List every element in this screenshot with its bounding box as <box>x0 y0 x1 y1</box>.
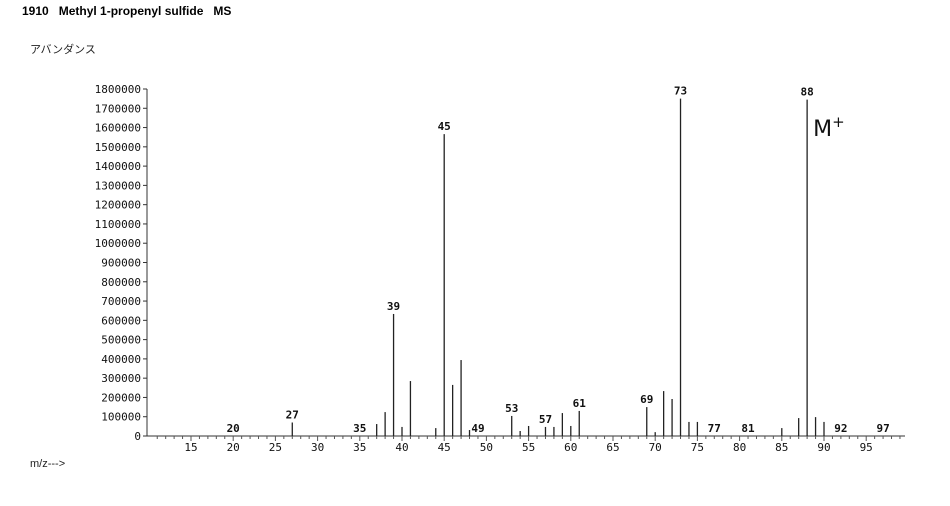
x-tick-label: 80 <box>733 441 746 454</box>
peak-label-81: 81 <box>741 422 755 435</box>
y-tick-label: 1800000 <box>95 83 141 96</box>
peak-label-45: 45 <box>438 120 451 133</box>
y-tick-label: 0 <box>134 430 141 443</box>
peak-label-69: 69 <box>640 393 653 406</box>
peak-label-61: 61 <box>573 397 587 410</box>
x-tick-label: 30 <box>311 441 324 454</box>
peak-label-27: 27 <box>286 409 299 422</box>
y-tick-label: 1000000 <box>95 237 141 250</box>
x-tick-label: 85 <box>775 441 788 454</box>
y-tick-label: 500000 <box>101 334 141 347</box>
peak-label-39: 39 <box>387 300 400 313</box>
y-tick-label: 600000 <box>101 314 141 327</box>
x-tick-label: 35 <box>353 441 366 454</box>
y-tick-label: 400000 <box>101 353 141 366</box>
y-tick-label: 1500000 <box>95 141 141 154</box>
x-tick-label: 95 <box>860 441 873 454</box>
peak-label-92: 92 <box>834 422 847 435</box>
x-tick-label: 20 <box>227 441 240 454</box>
y-tick-label: 1600000 <box>95 122 141 135</box>
peak-label-20: 20 <box>227 422 240 435</box>
peak-label-97: 97 <box>876 422 889 435</box>
y-tick-label: 1100000 <box>95 218 141 231</box>
chart-title: 1910 Methyl 1-propenyl sulfide MS <box>22 4 232 18</box>
x-tick-label: 55 <box>522 441 535 454</box>
y-tick-label: 100000 <box>101 411 141 424</box>
peak-label-53: 53 <box>505 402 518 415</box>
y-tick-label: 1300000 <box>95 179 141 192</box>
x-tick-label: 50 <box>480 441 493 454</box>
peak-label-88: 88 <box>800 86 813 99</box>
peak-label-35: 35 <box>353 422 366 435</box>
y-tick-label: 300000 <box>101 372 141 385</box>
peak-label-77: 77 <box>708 422 721 435</box>
x-tick-label: 90 <box>817 441 830 454</box>
y-axis-label: アバンダンス <box>30 44 96 56</box>
x-tick-label: 60 <box>564 441 577 454</box>
peak-label-49: 49 <box>471 422 484 435</box>
y-tick-label: 800000 <box>101 276 141 289</box>
peak-label-57: 57 <box>539 413 552 426</box>
y-tick-label: 1700000 <box>95 102 141 115</box>
x-tick-label: 45 <box>438 441 451 454</box>
peak-label-73: 73 <box>674 85 687 98</box>
x-tick-label: 65 <box>606 441 619 454</box>
y-tick-label: 900000 <box>101 257 141 270</box>
x-tick-label: 75 <box>691 441 704 454</box>
x-tick-label: 70 <box>649 441 662 454</box>
x-axis-label: m/z---> <box>30 458 66 470</box>
x-tick-label: 15 <box>184 441 197 454</box>
y-tick-label: 1400000 <box>95 160 141 173</box>
y-tick-label: 200000 <box>101 391 141 404</box>
y-tick-label: 700000 <box>101 295 141 308</box>
molecular-ion-annotation: M+ <box>813 113 845 142</box>
y-tick-label: 1200000 <box>95 199 141 212</box>
x-tick-label: 25 <box>269 441 282 454</box>
x-tick-label: 40 <box>395 441 408 454</box>
